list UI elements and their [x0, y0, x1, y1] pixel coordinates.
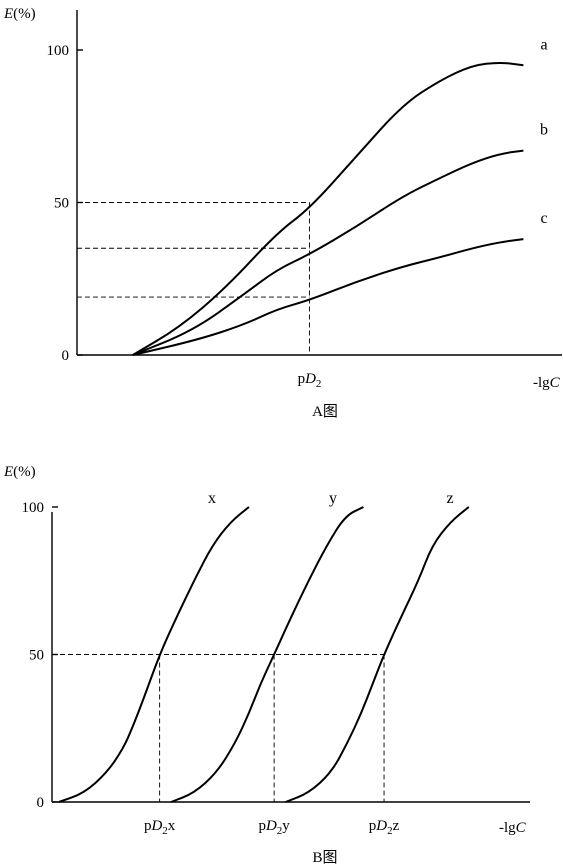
x-tick-label: pD2x [144, 818, 176, 837]
x-tick-label: pD2 [298, 371, 322, 390]
chart-caption: B图 [312, 849, 337, 866]
x-tick-label: pD2y [258, 818, 290, 837]
series-y-line [170, 506, 364, 803]
chart-A: 0 50 100 E(%) -lgC A图 a b c pD2 [3, 6, 562, 420]
y-tick-label: 0 [37, 795, 45, 811]
series-c-label: c [540, 210, 547, 227]
series-x-label: x [208, 490, 216, 507]
y-tick-label: 100 [22, 500, 45, 516]
y-tick-label: 100 [47, 43, 70, 59]
y-tick-label: 50 [54, 196, 69, 212]
series-b-label: b [540, 122, 548, 139]
series-c-line [132, 238, 524, 356]
x-axis-label: -lgC [533, 375, 561, 391]
y-tick-label: 0 [62, 348, 70, 364]
chart-B: 0 50 100 E(%) -lgC B图 x y z pD2x pD2y pD2z [3, 464, 530, 866]
series-z-label: z [446, 490, 453, 507]
x-axis-label: -lgC [499, 820, 527, 836]
series-a-label: a [540, 36, 547, 53]
chart-caption: A图 [312, 403, 338, 420]
series-x-line [58, 506, 250, 803]
x-tick-label: pD2z [369, 818, 400, 837]
series-a-line [132, 61, 524, 356]
y-axis-label: E(%) [3, 6, 36, 22]
series-z-line [285, 506, 470, 803]
y-axis-label: E(%) [3, 464, 36, 480]
series-b-line [132, 149, 524, 356]
series-y-label: y [329, 490, 337, 507]
y-tick-label: 50 [29, 648, 44, 664]
